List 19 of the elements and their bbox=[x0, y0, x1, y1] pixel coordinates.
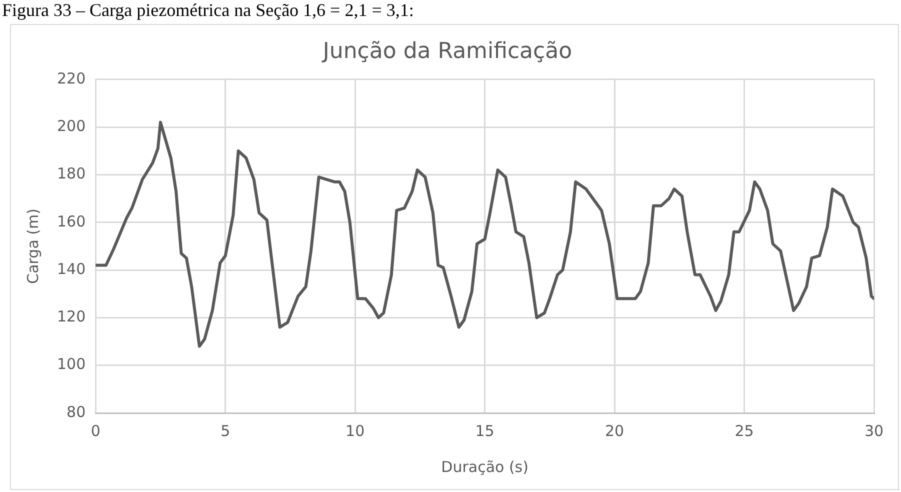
y-tick-label: 100 bbox=[56, 355, 86, 374]
x-tick-label: 25 bbox=[734, 422, 754, 440]
y-tick-label: 80 bbox=[66, 402, 86, 421]
y-axis-title: Carga (m) bbox=[24, 208, 42, 284]
x-tick-label: 15 bbox=[475, 422, 494, 440]
x-axis-title: Duração (s) bbox=[441, 458, 528, 476]
x-tick-label: 20 bbox=[604, 422, 624, 440]
y-tick-label: 180 bbox=[56, 164, 86, 183]
y-tick-label: 120 bbox=[56, 308, 86, 326]
y-tick-label: 140 bbox=[56, 260, 86, 278]
y-tick-label: 220 bbox=[56, 69, 86, 88]
text: Figura 33 – Carga piezométrica na Seção 1,6 = 2,1 = 3,1: bbox=[1, 0, 415, 20]
y-tick-label: 160 bbox=[56, 212, 86, 230]
chart-title: Junção da Ramificação bbox=[320, 38, 572, 64]
x-tick-label: 0 bbox=[90, 422, 100, 440]
x-tick-label: 30 bbox=[864, 422, 884, 440]
y-tick-label: 200 bbox=[56, 116, 86, 135]
x-tick-label: 5 bbox=[220, 422, 230, 440]
x-tick-label: 10 bbox=[346, 422, 365, 440]
